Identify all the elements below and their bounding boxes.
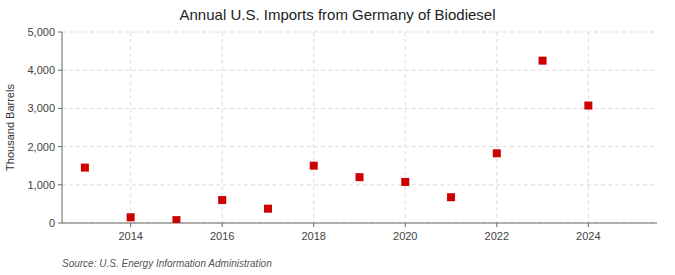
grid-line-y [62,223,657,224]
source-note: Source: U.S. Energy Information Administ… [62,258,272,269]
grid-line-y [62,108,657,109]
y-tick-label: 3,000 [27,102,55,114]
point [539,57,547,65]
point [356,173,364,181]
y-tick-label: 1,000 [27,179,55,191]
x-tick [130,223,131,227]
grid-line-x [405,32,406,223]
x-tick-label: 2016 [210,230,234,242]
x-axis-line [62,223,657,224]
x-tick [222,223,223,227]
grid-line-x [313,32,314,223]
points [81,57,592,223]
point [264,205,272,213]
grid-line-y [62,184,657,185]
grid-line-x [588,32,589,223]
point [172,216,180,223]
y-tick-label: 2,000 [27,141,55,153]
x-tick [313,223,314,227]
grid-line-y [62,70,657,71]
point [81,164,89,172]
chart-container: 0 1,000 2,000 3,000 4,000 5,000 2014 2016 2018 20… [0,0,675,275]
x-tick [405,223,406,227]
y-axis-label: Thousand Barrels [4,84,16,171]
x-tick-label: 2024 [576,230,600,242]
x-tick-label: 2018 [301,230,325,242]
y-axis-line [62,32,63,223]
y-tick [58,223,62,224]
x-tick-label: 2020 [393,230,417,242]
point [218,196,226,204]
y-tick [58,184,62,185]
point [493,149,501,157]
x-tick-label: 2014 [118,230,142,242]
y-tick [58,32,62,33]
grid [62,32,657,223]
y-tick-label: 5,000 [27,26,55,38]
y-tick [58,146,62,147]
y-tick [58,108,62,109]
x-tick-label: 2022 [485,230,509,242]
grid-line-x [130,32,131,223]
y-tick [58,70,62,71]
point [584,102,592,110]
grid-line-y [62,32,657,33]
point [401,178,409,186]
y-tick-label: 0 [49,217,55,229]
x-tick [588,223,589,227]
x-tick [496,223,497,227]
y-tick-label: 4,000 [27,64,55,76]
grid-line-x [496,32,497,223]
point [310,162,318,170]
point [127,213,135,221]
point [447,193,455,201]
chart-title: Annual U.S. Imports from Germany of Biod… [180,6,496,23]
grid-line-y [62,146,657,147]
grid-line-x [222,32,223,223]
chart-svg: 0 1,000 2,000 3,000 4,000 5,000 2014 2016 2018 20… [0,0,675,275]
